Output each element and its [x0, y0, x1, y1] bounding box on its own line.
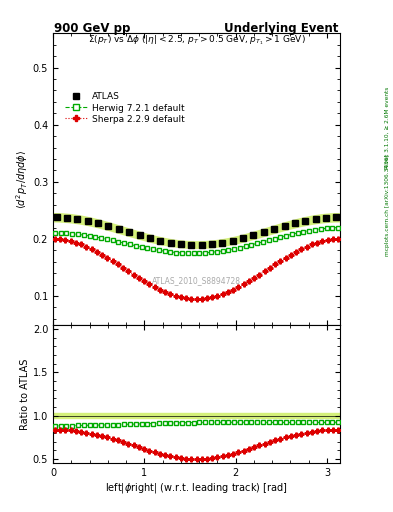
Y-axis label: $\langle d^2 p_T / d\eta d\phi \rangle$: $\langle d^2 p_T / d\eta d\phi \rangle$	[14, 150, 30, 208]
Legend: ATLAS, Herwig 7.2.1 default, Sherpa 2.2.9 default: ATLAS, Herwig 7.2.1 default, Sherpa 2.2.…	[63, 90, 187, 126]
Y-axis label: Ratio to ATLAS: Ratio to ATLAS	[20, 358, 30, 430]
Text: Underlying Event: Underlying Event	[224, 22, 339, 34]
Text: mcplots.cern.ch [arXiv:1306.3436]: mcplots.cern.ch [arXiv:1306.3436]	[385, 154, 389, 255]
Text: 900 GeV pp: 900 GeV pp	[54, 22, 130, 34]
Text: Rivet 3.1.10, ≥ 2.6M events: Rivet 3.1.10, ≥ 2.6M events	[385, 87, 389, 169]
Text: ATLAS_2010_S8894728: ATLAS_2010_S8894728	[152, 276, 241, 285]
Text: $\Sigma(p_T)$ vs $\Delta\phi$ ($|\eta| < 2.5$, $p_T > 0.5$ GeV, $p_{T_1} > 1$ Ge: $\Sigma(p_T)$ vs $\Delta\phi$ ($|\eta| <…	[88, 33, 305, 47]
X-axis label: left|$\phi$right| (w.r.t. leading track) [rad]: left|$\phi$right| (w.r.t. leading track)…	[105, 481, 288, 495]
